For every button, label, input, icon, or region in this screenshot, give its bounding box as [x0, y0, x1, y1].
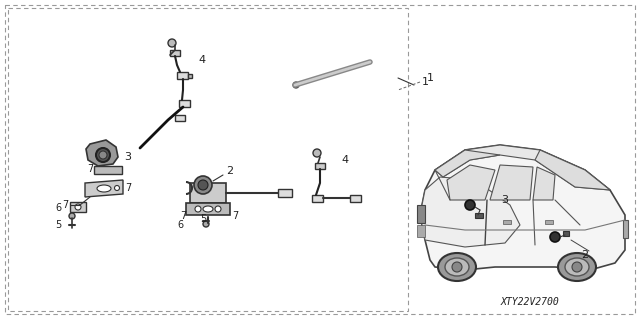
Bar — [315, 163, 325, 169]
Bar — [312, 195, 323, 202]
Text: 4: 4 — [198, 55, 205, 65]
Circle shape — [215, 206, 221, 212]
Text: 7: 7 — [232, 211, 238, 221]
Polygon shape — [533, 167, 555, 200]
Ellipse shape — [445, 258, 469, 276]
Ellipse shape — [558, 253, 596, 281]
Circle shape — [99, 151, 107, 159]
Circle shape — [203, 221, 209, 227]
Circle shape — [293, 82, 299, 88]
Bar — [186, 203, 230, 215]
Polygon shape — [86, 140, 118, 166]
Text: 6: 6 — [177, 220, 183, 230]
Bar — [177, 72, 188, 79]
Bar — [563, 231, 569, 236]
Text: 3: 3 — [125, 152, 131, 162]
Ellipse shape — [438, 253, 476, 281]
Text: 6: 6 — [55, 203, 61, 213]
Text: 2: 2 — [581, 250, 589, 260]
Bar — [70, 202, 86, 212]
Circle shape — [75, 204, 81, 210]
Bar — [94, 166, 122, 174]
Bar — [175, 115, 185, 121]
Text: 7: 7 — [87, 164, 93, 174]
Circle shape — [198, 180, 208, 190]
Circle shape — [96, 148, 110, 162]
Ellipse shape — [97, 185, 111, 192]
Bar — [179, 100, 190, 107]
Polygon shape — [435, 150, 500, 177]
Polygon shape — [85, 180, 123, 197]
Polygon shape — [490, 165, 533, 200]
Ellipse shape — [565, 258, 589, 276]
Bar — [350, 195, 361, 202]
Polygon shape — [435, 145, 610, 190]
Text: 5: 5 — [55, 220, 61, 230]
Bar — [190, 183, 226, 203]
Circle shape — [550, 232, 560, 242]
Bar — [503, 220, 511, 224]
Polygon shape — [420, 145, 625, 270]
Bar — [623, 220, 628, 238]
Circle shape — [168, 39, 176, 47]
Text: 7: 7 — [125, 183, 131, 193]
Bar — [170, 50, 180, 56]
Circle shape — [115, 186, 120, 190]
Bar — [475, 213, 483, 218]
Text: 1: 1 — [422, 77, 429, 87]
Circle shape — [452, 262, 462, 272]
Bar — [417, 225, 425, 237]
Text: 4: 4 — [341, 155, 349, 165]
Polygon shape — [420, 177, 520, 247]
Circle shape — [194, 176, 212, 194]
Circle shape — [195, 206, 201, 212]
Bar — [188, 74, 192, 78]
Text: 2: 2 — [227, 166, 234, 176]
Text: 1: 1 — [426, 73, 433, 83]
Circle shape — [572, 262, 582, 272]
Bar — [278, 189, 292, 197]
Bar — [545, 220, 553, 224]
Text: 7: 7 — [62, 200, 68, 210]
Text: 7: 7 — [180, 211, 186, 221]
Text: 3: 3 — [502, 195, 509, 205]
Circle shape — [313, 149, 321, 157]
Text: XTY22V2700: XTY22V2700 — [500, 297, 559, 307]
Bar — [8, 8, 408, 311]
Bar — [417, 205, 425, 223]
Polygon shape — [535, 150, 610, 190]
Polygon shape — [447, 165, 495, 200]
Text: 5: 5 — [200, 214, 206, 224]
Ellipse shape — [203, 206, 213, 212]
Circle shape — [69, 213, 75, 219]
Circle shape — [465, 200, 475, 210]
